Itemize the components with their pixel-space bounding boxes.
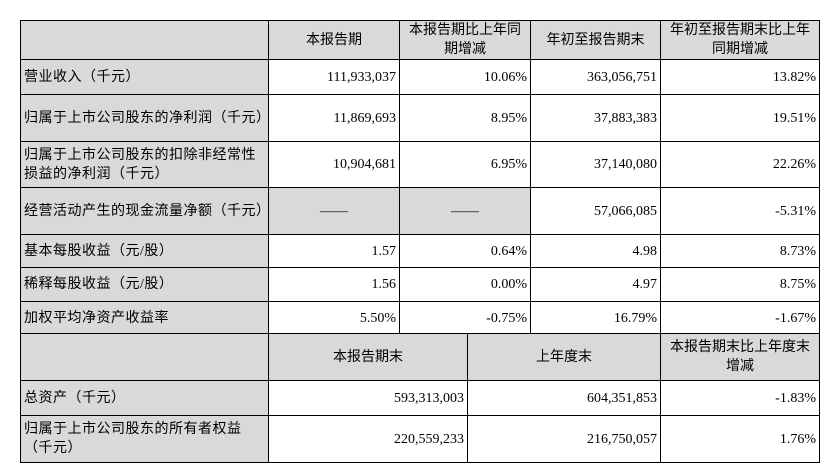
cell: 10.06% (399, 59, 531, 95)
cell-dash: —— (399, 187, 531, 235)
row-label: 归属于上市公司股东的净利润（千元） (20, 94, 270, 142)
cell: 1.56 (268, 267, 400, 302)
cell: 8.73% (660, 234, 820, 268)
cell: -0.75% (399, 301, 531, 335)
table-row: 总资产（千元） 593,313,003 604,351,853 -1.83% (20, 380, 820, 416)
table-header-row: 本报告期末 上年度末 本报告期末比上年度末增减 (20, 333, 820, 381)
cell: 1.57 (268, 234, 400, 268)
cell: -5.31% (660, 187, 820, 235)
cell: 37,883,383 (530, 94, 661, 142)
cell: 6.95% (399, 141, 531, 188)
cell: 363,056,751 (530, 59, 661, 95)
cell: 4.98 (530, 234, 661, 268)
header-blank (20, 333, 269, 381)
cell: 220,559,233 (268, 415, 468, 463)
cell: 8.75% (660, 267, 820, 302)
cell: 0.00% (399, 267, 531, 302)
row-label: 稀释每股收益（元/股） (20, 267, 269, 302)
cell: 16.79% (530, 301, 661, 335)
cell: 19.51% (660, 94, 820, 142)
table-row: 经营活动产生的现金流量净额（千元） —— —— 57,066,085 -5.31… (20, 187, 820, 235)
header-change: 本报告期末比上年度末增减 (660, 333, 820, 381)
financial-indicators-table: 本报告期 本报告期比上年同期增减 年初至报告期末 年初至报告期末比上年同期增减 … (20, 20, 820, 335)
header-ytd-change: 年初至报告期末比上年同期增减 (660, 20, 820, 60)
header-prior-year-end: 上年度末 (467, 333, 661, 381)
table-header-row: 本报告期 本报告期比上年同期增减 年初至报告期末 年初至报告期末比上年同期增减 (20, 20, 820, 60)
cell-dash: —— (268, 187, 400, 235)
cell: 111,933,037 (268, 59, 400, 95)
cell: 0.64% (399, 234, 531, 268)
table-row: 营业收入（千元） 111,933,037 10.06% 363,056,751 … (20, 59, 820, 95)
table-row: 加权平均净资产收益率 5.50% -0.75% 16.79% -1.67% (20, 301, 820, 335)
cell: 22.26% (660, 141, 820, 188)
cell: 604,351,853 (467, 380, 661, 416)
table-row: 基本每股收益（元/股） 1.57 0.64% 4.98 8.73% (20, 234, 820, 268)
cell: 11,869,693 (268, 94, 400, 142)
header-current-period-change: 本报告期比上年同期增减 (399, 20, 531, 60)
cell: 216,750,057 (467, 415, 661, 463)
table-row: 归属于上市公司股东的扣除非经常性损益的净利润（千元） 10,904,681 6.… (20, 141, 820, 188)
row-label: 营业收入（千元） (20, 59, 269, 95)
header-ytd: 年初至报告期末 (530, 20, 661, 60)
cell: 37,140,080 (530, 141, 661, 188)
cell: 8.95% (399, 94, 531, 142)
row-label: 经营活动产生的现金流量净额（千元） (20, 187, 270, 235)
balance-indicators-table: 本报告期末 上年度末 本报告期末比上年度末增减 总资产（千元） 593,313,… (20, 333, 820, 463)
header-current-period: 本报告期 (268, 20, 400, 60)
cell: 13.82% (660, 59, 820, 95)
cell: 4.97 (530, 267, 661, 302)
row-label: 基本每股收益（元/股） (20, 234, 269, 268)
table-row: 稀释每股收益（元/股） 1.56 0.00% 4.97 8.75% (20, 267, 820, 302)
cell: -1.67% (660, 301, 820, 335)
row-label: 归属于上市公司股东的扣除非经常性损益的净利润（千元） (20, 141, 269, 188)
cell: 5.50% (268, 301, 400, 335)
cell: 593,313,003 (268, 380, 468, 416)
row-label: 归属于上市公司股东的所有者权益（千元） (20, 415, 269, 463)
row-label: 加权平均净资产收益率 (20, 301, 269, 335)
cell: -1.83% (660, 380, 820, 416)
cell: 57,066,085 (530, 187, 661, 235)
row-label: 总资产（千元） (20, 380, 269, 416)
cell: 10,904,681 (268, 141, 400, 188)
cell: 1.76% (660, 415, 820, 463)
table-row: 归属于上市公司股东的净利润（千元） 11,869,693 8.95% 37,88… (20, 94, 820, 142)
header-period-end: 本报告期末 (268, 333, 468, 381)
table-row: 归属于上市公司股东的所有者权益（千元） 220,559,233 216,750,… (20, 415, 820, 463)
header-blank (20, 20, 269, 60)
